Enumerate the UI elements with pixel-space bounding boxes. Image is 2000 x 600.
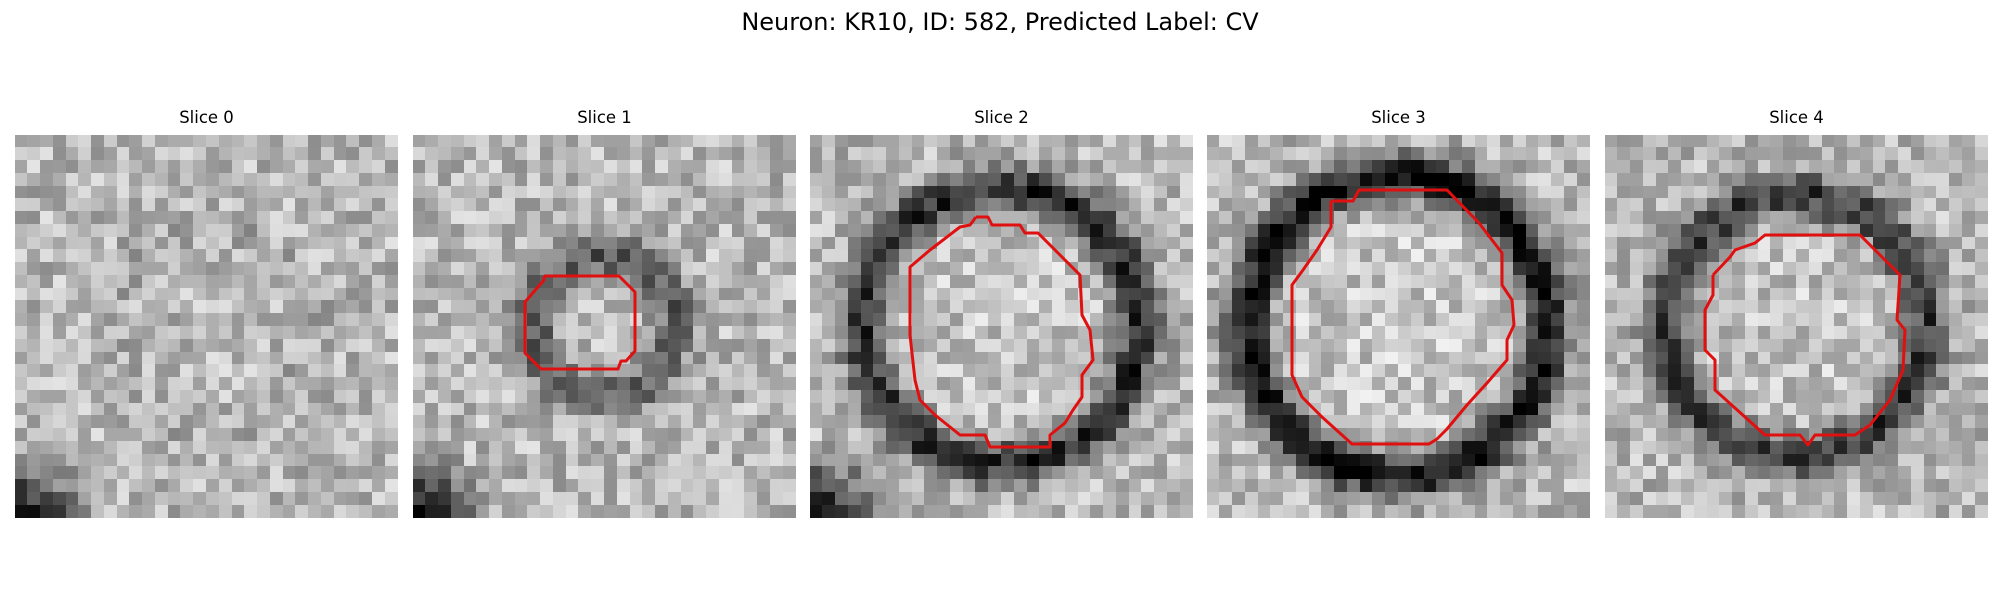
slice-panel-1: Slice 1: [413, 105, 796, 518]
slice-title: Slice 2: [974, 108, 1029, 127]
slice-title: Slice 4: [1769, 108, 1824, 127]
slice-panel-4: Slice 4: [1605, 105, 1988, 518]
slice-image: [810, 135, 1193, 518]
slice-panel-2: Slice 2: [810, 105, 1193, 518]
slice-image: [1605, 135, 1988, 518]
slice-image: [15, 135, 398, 518]
slice-image: [1207, 135, 1590, 518]
slice-title: Slice 3: [1371, 108, 1426, 127]
slice-title: Slice 1: [577, 108, 632, 127]
slice-panel-3: Slice 3: [1207, 105, 1590, 518]
slice-image: [413, 135, 796, 518]
slice-title: Slice 0: [179, 108, 234, 127]
slice-panel-0: Slice 0: [15, 105, 398, 518]
figure-title: Neuron: KR10, ID: 582, Predicted Label: …: [741, 8, 1259, 36]
